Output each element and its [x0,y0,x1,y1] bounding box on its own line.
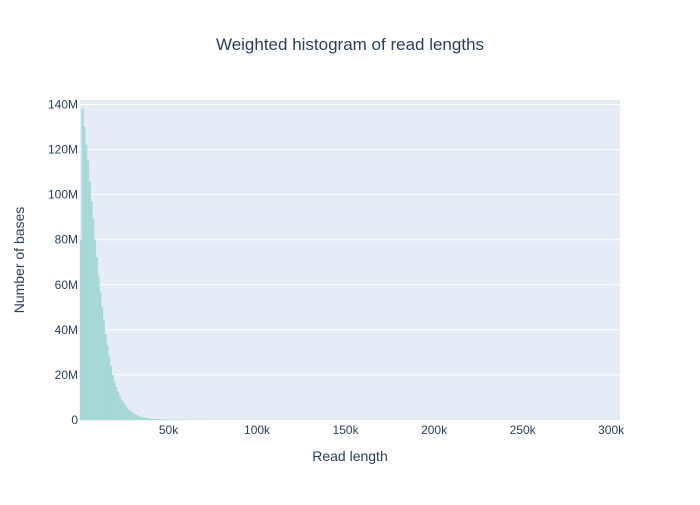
histogram-bar [91,201,93,420]
histogram-bar [117,392,119,420]
histogram-bar [153,419,155,420]
y-tick-label: 140M [48,98,78,112]
histogram-bar [146,418,148,420]
x-tick-label: 150k [333,423,360,437]
histogram-bar [121,400,123,420]
histogram-bar [108,357,110,420]
y-tick-label: 0 [71,413,78,427]
x-tick-label: 300k [598,423,625,437]
histogram-bar [84,127,86,420]
histogram-bar [119,396,121,420]
plot-background [80,100,620,420]
histogram-bar [107,346,109,420]
histogram-bar [80,240,82,420]
y-tick-label: 100M [48,188,78,202]
histogram-bar [154,419,156,420]
histogram-bar [82,109,84,420]
histogram-bar [98,276,100,420]
histogram-bar [110,366,112,420]
histogram-bar [144,418,146,420]
histogram-bar [156,419,158,420]
histogram-bar [92,219,94,420]
x-tick-label: 50k [159,423,179,437]
histogram-bar [99,292,101,420]
histogram-bar [115,387,117,420]
chart-title: Weighted histogram of read lengths [216,35,484,54]
histogram-bar [138,416,140,420]
histogram-bar [131,413,133,420]
histogram-bar [89,181,91,420]
x-tick-label: 250k [510,423,537,437]
histogram-bar [124,405,126,420]
histogram-bar [103,321,105,420]
histogram-bar [105,334,107,420]
histogram-bar [122,403,124,420]
y-tick-label: 60M [55,278,78,292]
y-axis-ticks: 0 20M 40M 60M 80M 100M 120M 140M [48,98,78,427]
x-axis-ticks: 50k 100k 150k 200k 250k 300k [159,423,625,437]
histogram-bar [112,375,114,420]
histogram-bar [135,415,137,420]
x-axis-label: Read length [312,448,388,464]
histogram-bar [96,258,98,420]
histogram-bar [101,307,103,420]
histogram-bar [147,419,149,420]
x-tick-label: 200k [421,423,448,437]
histogram-bar [140,417,142,420]
histogram-bar [94,240,96,420]
y-tick-label: 40M [55,323,78,337]
histogram-bar [114,382,116,420]
y-tick-label: 120M [48,143,78,157]
histogram-bar [137,416,139,420]
histogram-bar [85,145,87,420]
histogram-bar [87,161,89,420]
histogram-bar [133,414,135,420]
x-tick-label: 100k [244,423,271,437]
y-tick-label: 20M [55,368,78,382]
histogram-bar [126,408,128,420]
histogram-bar [128,410,130,420]
y-axis-label: Number of bases [11,207,27,314]
histogram-bar [142,418,144,420]
histogram-bar [151,419,153,420]
histogram-bar [130,411,132,420]
histogram-bar [149,419,151,420]
y-tick-label: 80M [55,233,78,247]
